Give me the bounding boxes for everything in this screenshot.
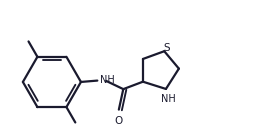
Text: S: S [163, 43, 170, 53]
Text: O: O [114, 116, 123, 126]
Text: NH: NH [161, 94, 176, 104]
Text: NH: NH [100, 75, 115, 85]
